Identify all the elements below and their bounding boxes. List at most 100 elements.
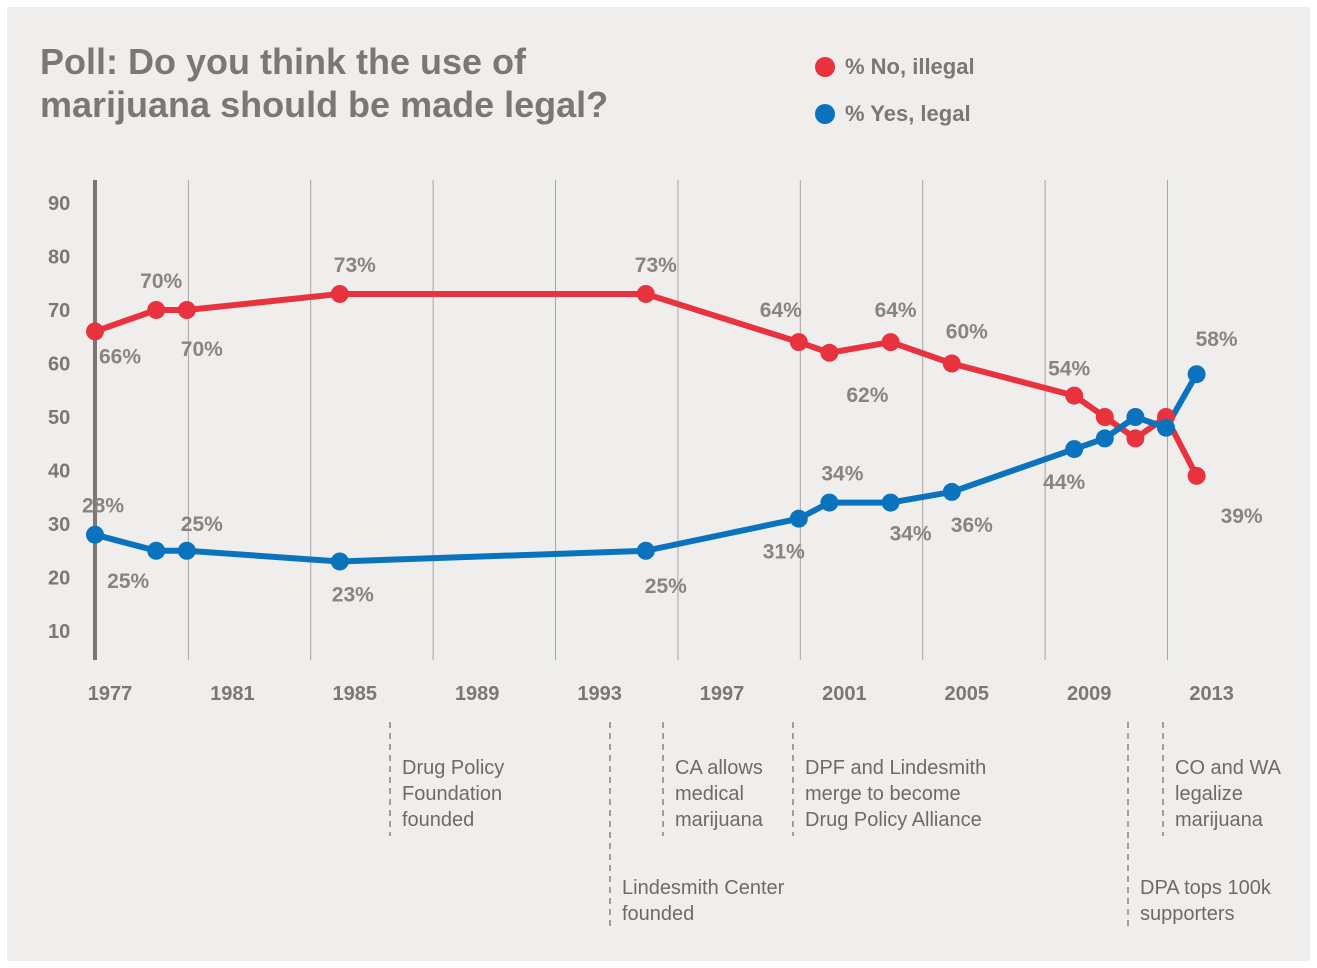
x-tick-label-1985: 1985 bbox=[333, 683, 378, 705]
data-point-yes-2001 bbox=[820, 493, 839, 512]
annotation-line: founded bbox=[622, 903, 695, 925]
y-tick-label-30: 30 bbox=[48, 514, 70, 536]
annotation-line: legalize bbox=[1175, 783, 1243, 805]
data-point-no-1985 bbox=[330, 284, 349, 303]
x-tick-label-1993: 1993 bbox=[577, 683, 622, 705]
annotation-line: founded bbox=[402, 809, 475, 831]
data-point-no-1980 bbox=[177, 301, 196, 319]
chart-title: Poll: Do you think the use of marijuana … bbox=[40, 41, 609, 125]
legend-label-yes: % Yes, legal bbox=[845, 101, 971, 126]
annotation-line: Drug Policy Alliance bbox=[805, 809, 982, 831]
annotation-line: Foundation bbox=[402, 783, 503, 805]
annotation-line: DPA tops 100k bbox=[1140, 877, 1271, 899]
data-label-yes-1995: 25% bbox=[645, 575, 687, 598]
data-label-no-1985: 73% bbox=[334, 254, 376, 277]
data-label-no-2003: 64% bbox=[875, 299, 917, 322]
y-tick-label-10: 10 bbox=[48, 621, 70, 643]
data-label-yes-1980: 25% bbox=[181, 513, 223, 536]
data-label-no-1979: 70% bbox=[140, 270, 182, 293]
annotation-line: DPF and Lindesmith bbox=[805, 757, 987, 779]
data-point-no-2003 bbox=[881, 333, 900, 352]
y-tick-label-90: 90 bbox=[48, 193, 70, 215]
annotation-label-4: DPA tops 100k supporters bbox=[1140, 875, 1271, 927]
annotation-label-3: DPF and Lindesmith merge to become Drug Po… bbox=[805, 755, 986, 833]
data-point-yes-2003 bbox=[881, 493, 900, 512]
data-point-no-1995 bbox=[636, 284, 655, 303]
data-point-yes-1995 bbox=[636, 541, 655, 560]
data-point-no-2011 bbox=[1126, 429, 1145, 448]
data-point-yes-1979 bbox=[147, 541, 166, 560]
x-tick-label-1989: 1989 bbox=[455, 683, 500, 705]
x-tick-label-2001: 2001 bbox=[822, 683, 867, 705]
annotation-line: medical bbox=[675, 783, 744, 805]
data-label-no-2005: 60% bbox=[946, 321, 988, 344]
data-point-yes-1985 bbox=[330, 552, 349, 571]
data-point-yes-2011 bbox=[1126, 408, 1145, 426]
annotation-line: Lindesmith Center bbox=[622, 877, 785, 899]
y-tick-label-60: 60 bbox=[48, 354, 70, 376]
data-point-yes-1977 bbox=[86, 525, 104, 544]
data-label-yes-1985: 23% bbox=[332, 583, 374, 606]
data-point-yes-1980 bbox=[177, 541, 196, 560]
data-label-no-2013: 39% bbox=[1221, 505, 1263, 528]
data-point-no-1977 bbox=[86, 322, 104, 341]
data-label-yes-2000: 31% bbox=[763, 541, 805, 564]
x-tick-label-1977: 1977 bbox=[88, 683, 133, 705]
legend-item-yes: % Yes, legal bbox=[815, 101, 971, 127]
data-point-no-1979 bbox=[147, 301, 166, 319]
legend-swatch-no bbox=[815, 57, 835, 77]
series-line-no bbox=[92, 290, 1200, 479]
data-point-yes-2012 bbox=[1157, 418, 1175, 437]
annotation-label-2: CA allows medical marijuana bbox=[675, 755, 763, 833]
data-label-yes-2013: 58% bbox=[1196, 328, 1238, 351]
data-label-yes-2005: 36% bbox=[951, 514, 993, 537]
data-point-yes-2013 bbox=[1187, 365, 1206, 384]
series-line-yes bbox=[92, 371, 1200, 565]
y-tick-label-70: 70 bbox=[48, 300, 70, 322]
y-tick-label-50: 50 bbox=[48, 407, 70, 429]
x-tick-label-2005: 2005 bbox=[945, 683, 990, 705]
data-point-no-2009 bbox=[1065, 386, 1084, 405]
data-point-no-2005 bbox=[942, 354, 961, 373]
annotation-line: marijuana bbox=[1175, 809, 1263, 831]
data-point-yes-2000 bbox=[789, 509, 808, 528]
annotation-line: merge to become bbox=[805, 783, 961, 805]
data-label-yes-2003: 34% bbox=[890, 523, 932, 546]
y-tick-label-40: 40 bbox=[48, 461, 70, 483]
data-label-no-2000: 64% bbox=[760, 299, 802, 322]
data-point-yes-2005 bbox=[942, 482, 961, 501]
data-point-no-2013 bbox=[1187, 466, 1206, 485]
annotation-line: CO and WA bbox=[1175, 757, 1281, 779]
data-label-yes-1977: 28% bbox=[82, 495, 124, 518]
data-label-yes-2001: 34% bbox=[821, 463, 863, 486]
annotation-line: marijuana bbox=[675, 809, 763, 831]
chart-panel bbox=[7, 7, 1310, 961]
legend-label-no: % No, illegal bbox=[845, 54, 975, 79]
data-label-no-1980: 70% bbox=[181, 338, 223, 361]
annotation-label-1: Lindesmith Center founded bbox=[622, 875, 784, 927]
x-tick-label-2009: 2009 bbox=[1067, 683, 1112, 705]
annotation-line: CA allows bbox=[675, 757, 763, 779]
annotation-label-0: Drug Policy Foundation founded bbox=[402, 755, 504, 833]
data-point-no-2010 bbox=[1095, 408, 1114, 426]
legend-swatch-yes bbox=[815, 104, 835, 124]
x-tick-label-1997: 1997 bbox=[700, 683, 745, 705]
annotation-line: Drug Policy bbox=[402, 757, 505, 779]
data-label-yes-1979: 25% bbox=[107, 570, 149, 593]
data-label-no-1977: 66% bbox=[99, 345, 141, 368]
data-label-no-2009: 54% bbox=[1048, 358, 1090, 381]
data-point-yes-2009 bbox=[1065, 440, 1084, 459]
data-point-yes-2010 bbox=[1095, 429, 1114, 448]
data-label-no-2001: 62% bbox=[846, 384, 888, 407]
annotation-line: supporters bbox=[1140, 903, 1235, 925]
x-tick-label-2013: 2013 bbox=[1189, 683, 1234, 705]
data-label-yes-2009: 44% bbox=[1043, 471, 1085, 494]
x-tick-label-1981: 1981 bbox=[210, 683, 255, 705]
data-point-no-2001 bbox=[820, 343, 839, 362]
annotation-label-5: CO and WA legalize marijuana bbox=[1175, 755, 1281, 833]
y-tick-label-20: 20 bbox=[48, 568, 70, 590]
data-point-no-2000 bbox=[789, 333, 808, 352]
legend-item-no: % No, illegal bbox=[815, 54, 975, 80]
data-label-no-1995: 73% bbox=[635, 254, 677, 277]
